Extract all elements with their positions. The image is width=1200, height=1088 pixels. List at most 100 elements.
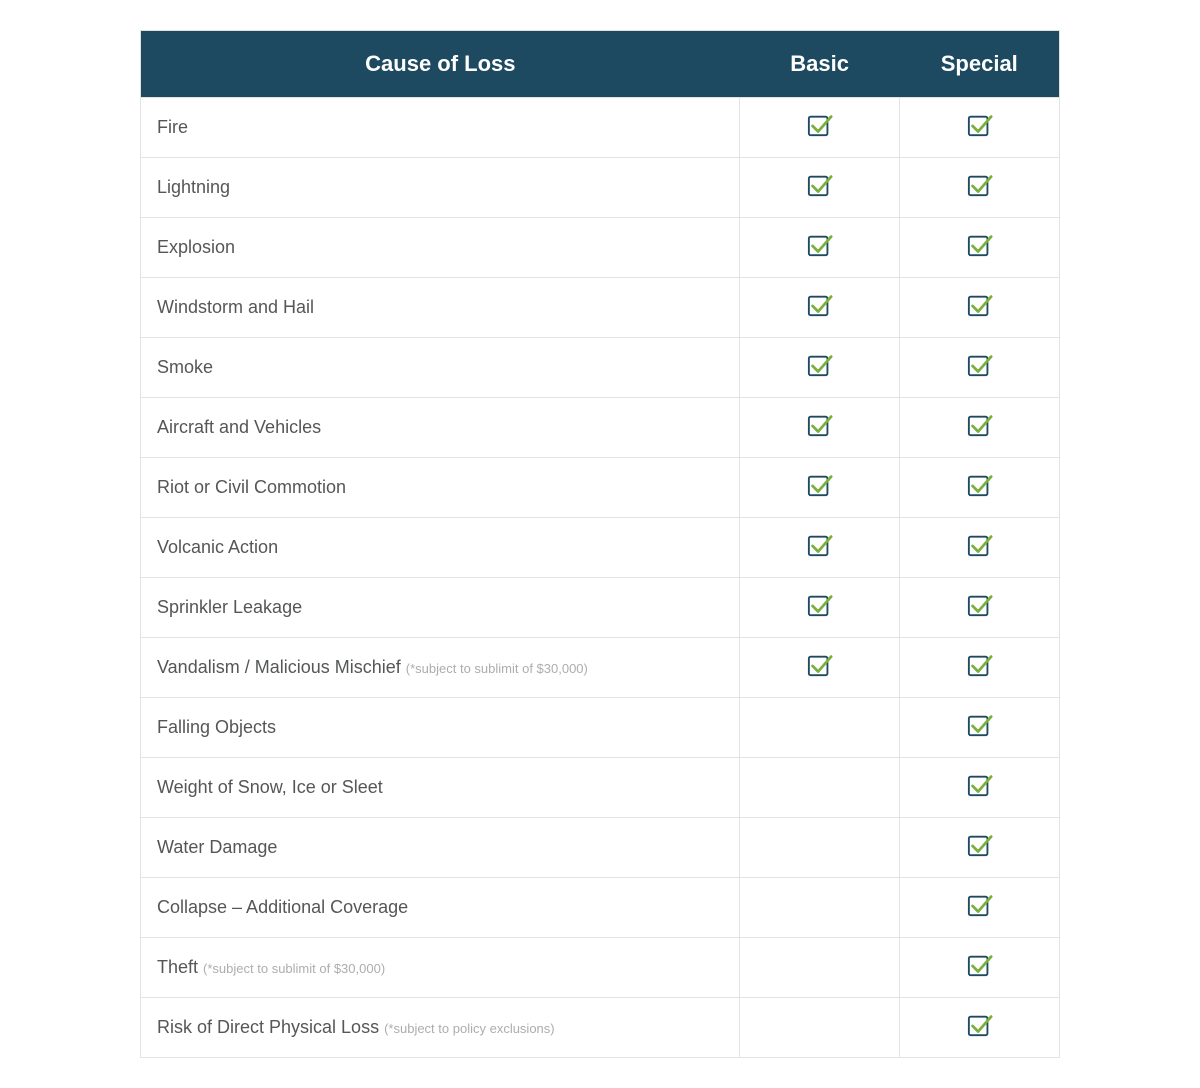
basic-cell (740, 398, 900, 458)
cause-label: Volcanic Action (157, 537, 278, 557)
cause-note: (*subject to policy exclusions) (384, 1021, 555, 1036)
cause-cell: Weight of Snow, Ice or Sleet (141, 758, 740, 818)
cause-cell: Vandalism / Malicious Mischief (*subject… (141, 638, 740, 698)
check-icon (967, 422, 993, 442)
cause-cell: Smoke (141, 338, 740, 398)
check-icon (807, 482, 833, 502)
special-cell (900, 578, 1060, 638)
table-row: Falling Objects (141, 698, 1060, 758)
cause-note: (*subject to sublimit of $30,000) (406, 661, 588, 676)
check-icon (807, 242, 833, 262)
check-icon (967, 122, 993, 142)
cause-cell: Windstorm and Hail (141, 278, 740, 338)
cause-label: Risk of Direct Physical Loss (157, 1017, 379, 1037)
special-cell (900, 98, 1060, 158)
basic-cell (740, 338, 900, 398)
cause-label: Windstorm and Hail (157, 297, 314, 317)
cause-cell: Theft (*subject to sublimit of $30,000) (141, 938, 740, 998)
cause-label: Weight of Snow, Ice or Sleet (157, 777, 383, 797)
cause-label: Falling Objects (157, 717, 276, 737)
special-cell (900, 518, 1060, 578)
table-row: Aircraft and Vehicles (141, 398, 1060, 458)
check-icon (807, 602, 833, 622)
table-row: Vandalism / Malicious Mischief (*subject… (141, 638, 1060, 698)
check-icon (967, 242, 993, 262)
cause-cell: Risk of Direct Physical Loss (*subject t… (141, 998, 740, 1058)
check-icon (967, 482, 993, 502)
check-icon (807, 662, 833, 682)
check-icon (967, 542, 993, 562)
cause-note: (*subject to sublimit of $30,000) (203, 961, 385, 976)
basic-cell (740, 158, 900, 218)
cause-label: Water Damage (157, 837, 277, 857)
special-cell (900, 158, 1060, 218)
check-icon (967, 302, 993, 322)
check-icon (967, 602, 993, 622)
special-cell (900, 998, 1060, 1058)
basic-cell (740, 758, 900, 818)
check-icon (807, 362, 833, 382)
cause-label: Smoke (157, 357, 213, 377)
cause-label: Riot or Civil Commotion (157, 477, 346, 497)
check-icon (967, 842, 993, 862)
basic-cell (740, 98, 900, 158)
special-cell (900, 338, 1060, 398)
cause-label: Vandalism / Malicious Mischief (157, 657, 401, 677)
check-icon (967, 902, 993, 922)
table-row: Smoke (141, 338, 1060, 398)
col-header-cause: Cause of Loss (141, 31, 740, 98)
check-icon (807, 122, 833, 142)
special-cell (900, 638, 1060, 698)
col-header-special: Special (900, 31, 1060, 98)
basic-cell (740, 998, 900, 1058)
table-row: Weight of Snow, Ice or Sleet (141, 758, 1060, 818)
check-icon (807, 542, 833, 562)
cause-cell: Volcanic Action (141, 518, 740, 578)
check-icon (807, 302, 833, 322)
table-row: Volcanic Action (141, 518, 1060, 578)
cause-cell: Fire (141, 98, 740, 158)
basic-cell (740, 638, 900, 698)
cause-cell: Sprinkler Leakage (141, 578, 740, 638)
check-icon (967, 962, 993, 982)
cause-label: Fire (157, 117, 188, 137)
basic-cell (740, 938, 900, 998)
table-row: Windstorm and Hail (141, 278, 1060, 338)
check-icon (967, 362, 993, 382)
special-cell (900, 698, 1060, 758)
cause-cell: Explosion (141, 218, 740, 278)
basic-cell (740, 518, 900, 578)
basic-cell (740, 218, 900, 278)
table-header-row: Cause of Loss Basic Special (141, 31, 1060, 98)
coverage-table: Cause of Loss Basic Special Fire Lightnin… (140, 30, 1060, 1058)
basic-cell (740, 578, 900, 638)
cause-label: Explosion (157, 237, 235, 257)
special-cell (900, 398, 1060, 458)
table-row: Risk of Direct Physical Loss (*subject t… (141, 998, 1060, 1058)
special-cell (900, 878, 1060, 938)
check-icon (967, 662, 993, 682)
col-header-basic: Basic (740, 31, 900, 98)
cause-cell: Water Damage (141, 818, 740, 878)
table-row: Explosion (141, 218, 1060, 278)
special-cell (900, 278, 1060, 338)
table-row: Fire (141, 98, 1060, 158)
check-icon (807, 182, 833, 202)
table-row: Sprinkler Leakage (141, 578, 1060, 638)
special-cell (900, 218, 1060, 278)
special-cell (900, 458, 1060, 518)
special-cell (900, 758, 1060, 818)
table-row: Riot or Civil Commotion (141, 458, 1060, 518)
cause-cell: Falling Objects (141, 698, 740, 758)
cause-label: Theft (157, 957, 198, 977)
cause-cell: Riot or Civil Commotion (141, 458, 740, 518)
basic-cell (740, 458, 900, 518)
table-row: Lightning (141, 158, 1060, 218)
special-cell (900, 818, 1060, 878)
check-icon (807, 422, 833, 442)
basic-cell (740, 878, 900, 938)
check-icon (967, 782, 993, 802)
check-icon (967, 722, 993, 742)
cause-label: Sprinkler Leakage (157, 597, 302, 617)
cause-label: Aircraft and Vehicles (157, 417, 321, 437)
